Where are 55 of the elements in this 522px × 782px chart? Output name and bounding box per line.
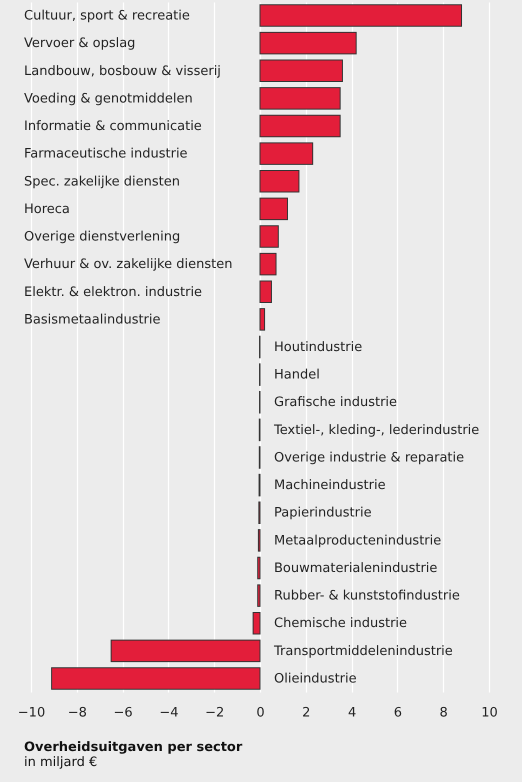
bar <box>51 667 260 690</box>
y-tick-label: Bouwmaterialenindustrie <box>274 560 438 576</box>
y-tick-label: Basismetaalindustrie <box>24 312 161 328</box>
y-tick-label: Overige industrie & reparatie <box>274 450 464 466</box>
bar <box>257 584 260 607</box>
x-tick-label: 2 <box>302 706 310 720</box>
y-tick-label: Vervoer & opslag <box>24 36 136 52</box>
bar <box>260 170 300 193</box>
bar <box>257 556 260 580</box>
y-tick-label: Rubber- & kunststofindustrie <box>274 588 460 604</box>
y-tick-label: Horeca <box>24 202 70 217</box>
x-tick-label: −8 <box>68 706 87 720</box>
bar <box>260 32 357 54</box>
bar <box>252 612 260 634</box>
bar <box>260 4 462 27</box>
bar <box>260 225 279 248</box>
y-tick-label: Metaalproductenindustrie <box>274 533 442 548</box>
y-tick-label: Textiel-, kleding-, lederindustrie <box>273 422 480 438</box>
x-tick-label: −6 <box>114 706 133 720</box>
text: in miljard € <box>24 755 98 770</box>
text: Overheidsuitgaven per sector <box>24 740 243 755</box>
y-tick-label: Farmaceutische industrie <box>24 146 188 162</box>
y-tick-label: Chemische industrie <box>274 616 408 632</box>
y-tick-label: Voeding & genotmiddelen <box>24 91 193 106</box>
x-tick-label: −4 <box>159 706 178 720</box>
y-tick-label: Grafische industrie <box>274 395 398 410</box>
y-tick-label: Houtindustrie <box>274 340 362 355</box>
bar <box>260 114 341 138</box>
y-tick-label: Elektr. & elektron. industrie <box>24 284 202 300</box>
y-tick-label: Overige dienstverlening <box>24 230 180 245</box>
bar <box>260 142 314 165</box>
bar <box>260 252 277 276</box>
y-tick-label: Landbouw, bosbouw & visserij <box>24 64 221 79</box>
bar <box>110 640 260 662</box>
bar <box>260 60 343 82</box>
y-tick-label: Handel <box>274 368 320 383</box>
bar <box>260 280 272 304</box>
x-tick-label: −2 <box>205 706 224 720</box>
bar <box>260 308 266 331</box>
y-tick-label: Papierindustrie <box>274 506 372 521</box>
bar <box>260 198 288 220</box>
y-tick-label: Informatie & communicatie <box>24 119 202 134</box>
x-tick-label: −10 <box>18 706 46 720</box>
x-tick-label: 0 <box>256 706 265 720</box>
y-tick-label: Verhuur & ov. zakelijke diensten <box>24 257 232 272</box>
x-tick-label: 4 <box>348 706 356 720</box>
x-tick-label: 10 <box>481 706 498 720</box>
y-tick-label: Machineindustrie <box>274 478 386 494</box>
x-tick-label: 8 <box>440 706 448 720</box>
y-tick-label: Transportmiddelenindustrie <box>273 644 453 659</box>
y-tick-label: Cultuur, sport & recreatie <box>24 8 190 24</box>
bar <box>260 87 341 110</box>
y-tick-label: Olieindustrie <box>274 671 357 686</box>
y-tick-label: Spec. zakelijke diensten <box>24 174 180 190</box>
x-tick-label: 6 <box>394 706 402 720</box>
